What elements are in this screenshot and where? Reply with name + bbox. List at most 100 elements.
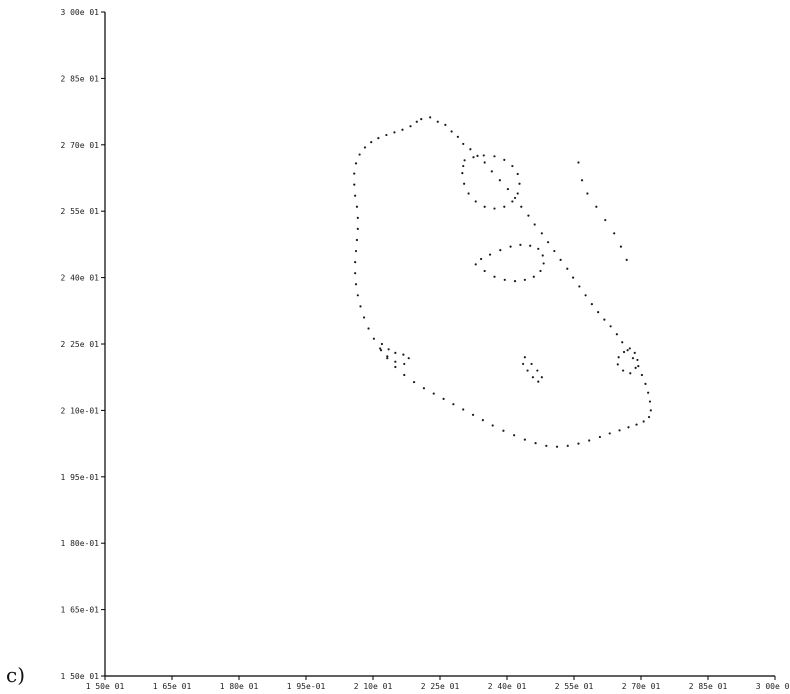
scatter-point: [603, 318, 606, 321]
scatter-point: [626, 349, 629, 352]
x-tick-label: 1 80e 01: [220, 682, 259, 691]
scatter-point: [379, 347, 382, 350]
y-tick-label: 2 85e 01: [60, 74, 99, 83]
scatter-point: [356, 216, 359, 219]
scatter-point: [527, 214, 530, 217]
scatter-point: [370, 141, 373, 144]
panel-label: c): [6, 663, 26, 687]
scatter-point: [387, 348, 390, 351]
scatter-point: [577, 161, 580, 164]
scatter-point: [577, 442, 580, 445]
scatter-point: [540, 232, 543, 235]
scatter-point: [422, 387, 426, 390]
scatter-point: [616, 363, 619, 366]
data-points: [353, 116, 652, 448]
x-tick-label: 2 25e 01: [421, 682, 460, 691]
y-tick-label: 1 50e 01: [60, 672, 99, 681]
scatter-point: [385, 133, 388, 137]
scatter-point: [537, 380, 540, 383]
scatter-point: [513, 196, 517, 200]
scatter-point: [377, 137, 380, 140]
x-tick-label: 2 10e 01: [354, 682, 393, 691]
scatter-point: [482, 154, 485, 157]
scatter-point: [372, 337, 375, 340]
scatter-point: [380, 342, 384, 346]
x-tick-label: 2 85e 01: [689, 682, 728, 691]
scatter-point: [532, 275, 535, 278]
scatter-point: [648, 400, 652, 403]
scatter-point: [649, 409, 652, 412]
scatter-point: [617, 356, 620, 359]
scatter-point: [403, 362, 406, 366]
scatter-point: [598, 435, 602, 439]
scatter-point: [609, 325, 612, 328]
scatter-point: [647, 415, 651, 419]
scatter-point: [386, 357, 389, 360]
scatter-point: [519, 243, 522, 246]
y-tick-label: 1 80e-01: [60, 539, 99, 548]
scatter-point: [502, 429, 505, 432]
scatter-point: [618, 429, 621, 432]
scatter-point: [356, 227, 359, 231]
scatter-point: [642, 420, 645, 423]
scatter-point: [635, 423, 638, 426]
scatter-point: [436, 120, 439, 123]
y-tick-label: 2 25e 01: [60, 340, 99, 349]
scatter-point: [463, 182, 466, 185]
scatter-point: [559, 258, 562, 261]
scatter-point: [546, 241, 550, 244]
scatter-point: [511, 164, 514, 168]
scatter-point: [412, 380, 416, 384]
scatter-point: [363, 146, 367, 149]
scatter-point: [462, 142, 465, 146]
scatter-point: [493, 275, 496, 278]
scatter-point: [362, 316, 366, 319]
scatter-point: [462, 164, 465, 168]
scatter-point: [479, 257, 483, 261]
scatter-point: [354, 261, 357, 264]
scatter-point: [356, 294, 359, 297]
x-axis-ticks: 1 50e 01 1 65e 01 1 80e 01 1 95e-01 2 10e 01…: [86, 676, 790, 691]
scatter-point: [539, 269, 542, 273]
scatter-point: [354, 272, 357, 275]
scatter-point: [462, 408, 465, 411]
scatter-point: [613, 232, 616, 235]
scatter-point: [394, 351, 397, 354]
scatter-point: [621, 341, 624, 344]
scatter-point: [533, 223, 536, 226]
scatter-point: [526, 369, 529, 372]
scatter-point: [511, 200, 514, 203]
scatter-point: [353, 172, 356, 175]
scatter-point: [355, 205, 359, 208]
scatter-point: [523, 438, 526, 441]
scatter-point: [590, 303, 593, 306]
scatter-point: [545, 444, 548, 447]
scatter-point: [523, 278, 526, 281]
scatter-point: [608, 432, 611, 435]
scatter-point: [353, 183, 356, 186]
y-tick-label: 2 70e 01: [60, 141, 99, 150]
scatter-point: [367, 327, 370, 330]
scatter-point: [394, 360, 397, 363]
scatter-point: [394, 365, 397, 369]
scatter-point: [516, 172, 519, 176]
scatter-point: [483, 205, 486, 208]
scatter-point: [628, 347, 631, 350]
scatter-point: [629, 372, 632, 375]
y-tick-label: 2 55e 01: [60, 207, 99, 216]
scatter-point: [588, 439, 591, 442]
scatter-point: [506, 187, 509, 191]
scatter-point: [407, 357, 410, 360]
scatter-point: [625, 258, 628, 261]
scatter-point: [493, 207, 496, 210]
scatter-point: [359, 305, 362, 308]
scatter-point: [354, 249, 358, 253]
scatter-point: [354, 162, 358, 165]
scatter-point: [540, 376, 543, 379]
scatter-point: [469, 148, 472, 151]
scatter-point: [516, 192, 519, 195]
scatter-point: [354, 194, 357, 197]
scatter-point: [499, 249, 502, 252]
scatter-point: [355, 238, 359, 242]
x-tick-label: 1 95e-01: [287, 682, 326, 691]
